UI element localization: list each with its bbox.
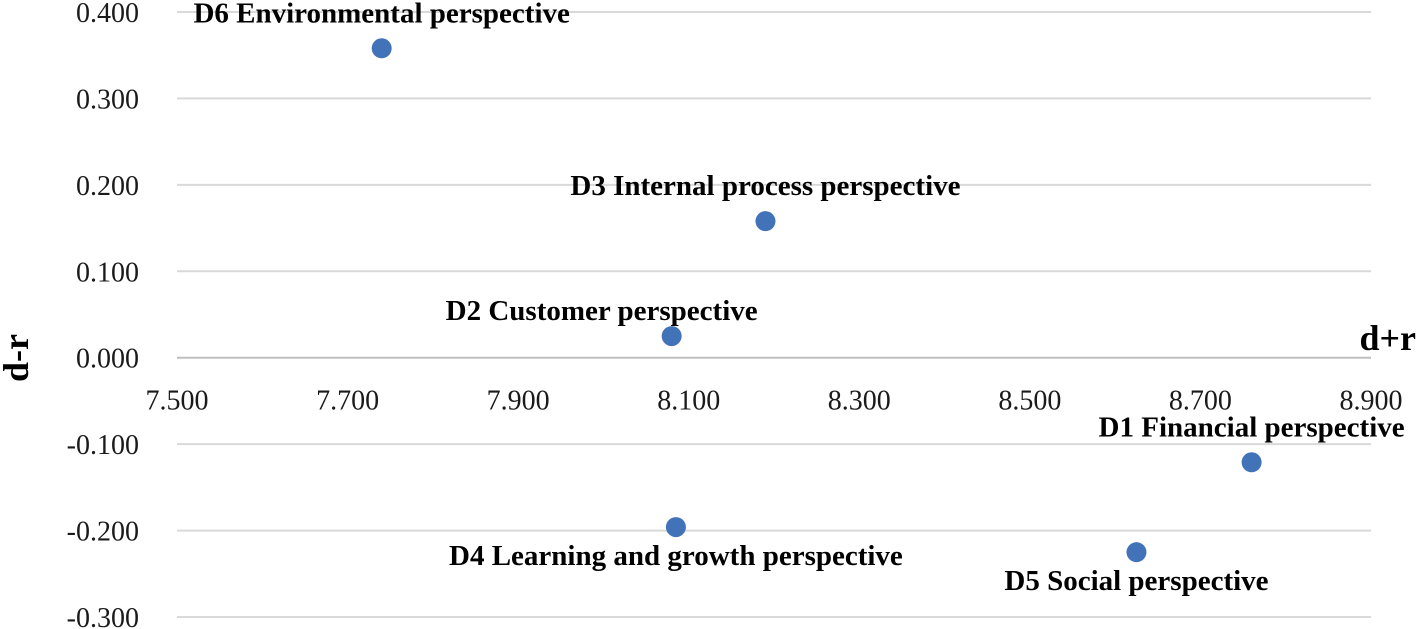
y-tick-label: -0.300 <box>67 603 139 629</box>
x-tick-label: 8.700 <box>1169 386 1232 417</box>
x-tick-label: 8.900 <box>1340 386 1403 417</box>
x-tick-label: 7.500 <box>146 386 209 417</box>
x-tick-label: 8.100 <box>657 386 720 417</box>
point-label: D1 Financial perspective <box>1099 411 1405 443</box>
data-point <box>371 38 392 59</box>
gridlines <box>177 11 1371 618</box>
y-tick-label: 0.100 <box>76 257 139 288</box>
data-point <box>755 211 776 232</box>
point-label: D6 Environmental perspective <box>193 0 570 29</box>
y-tick-label: -0.100 <box>67 430 139 461</box>
y-tick-label: 0.000 <box>76 344 139 375</box>
data-point <box>661 326 682 347</box>
point-labels: D6 Environmental perspective D3 Internal … <box>193 0 1404 597</box>
point-label: D5 Social perspective <box>1004 565 1268 597</box>
point-label: D3 Internal process perspective <box>570 170 960 202</box>
point-label: D2 Customer perspective <box>446 295 758 327</box>
y-axis-title: d-r <box>0 334 36 382</box>
y-tick-label: 0.300 <box>76 84 139 115</box>
x-tick-label: 7.900 <box>487 386 550 417</box>
y-tick-labels: 0.400 0.300 0.200 0.100 0.000 -0.100 -0.200 -0.… <box>67 0 139 629</box>
data-point <box>1241 452 1262 473</box>
data-point <box>665 517 686 538</box>
data-points <box>371 38 1262 563</box>
x-axis-title: d+r <box>1359 318 1416 358</box>
x-tick-label: 7.700 <box>316 386 379 417</box>
point-label: D4 Learning and growth perspective <box>449 540 903 572</box>
y-tick-label: 0.200 <box>76 171 139 202</box>
x-tick-label: 8.500 <box>998 386 1061 417</box>
data-point <box>1126 542 1147 563</box>
x-tick-labels: 7.500 7.700 7.900 8.100 8.300 8.500 8.700 8.900 <box>146 386 1403 417</box>
y-tick-label: -0.200 <box>67 517 139 548</box>
x-tick-label: 8.300 <box>828 386 891 417</box>
y-tick-label: 0.400 <box>76 0 139 29</box>
